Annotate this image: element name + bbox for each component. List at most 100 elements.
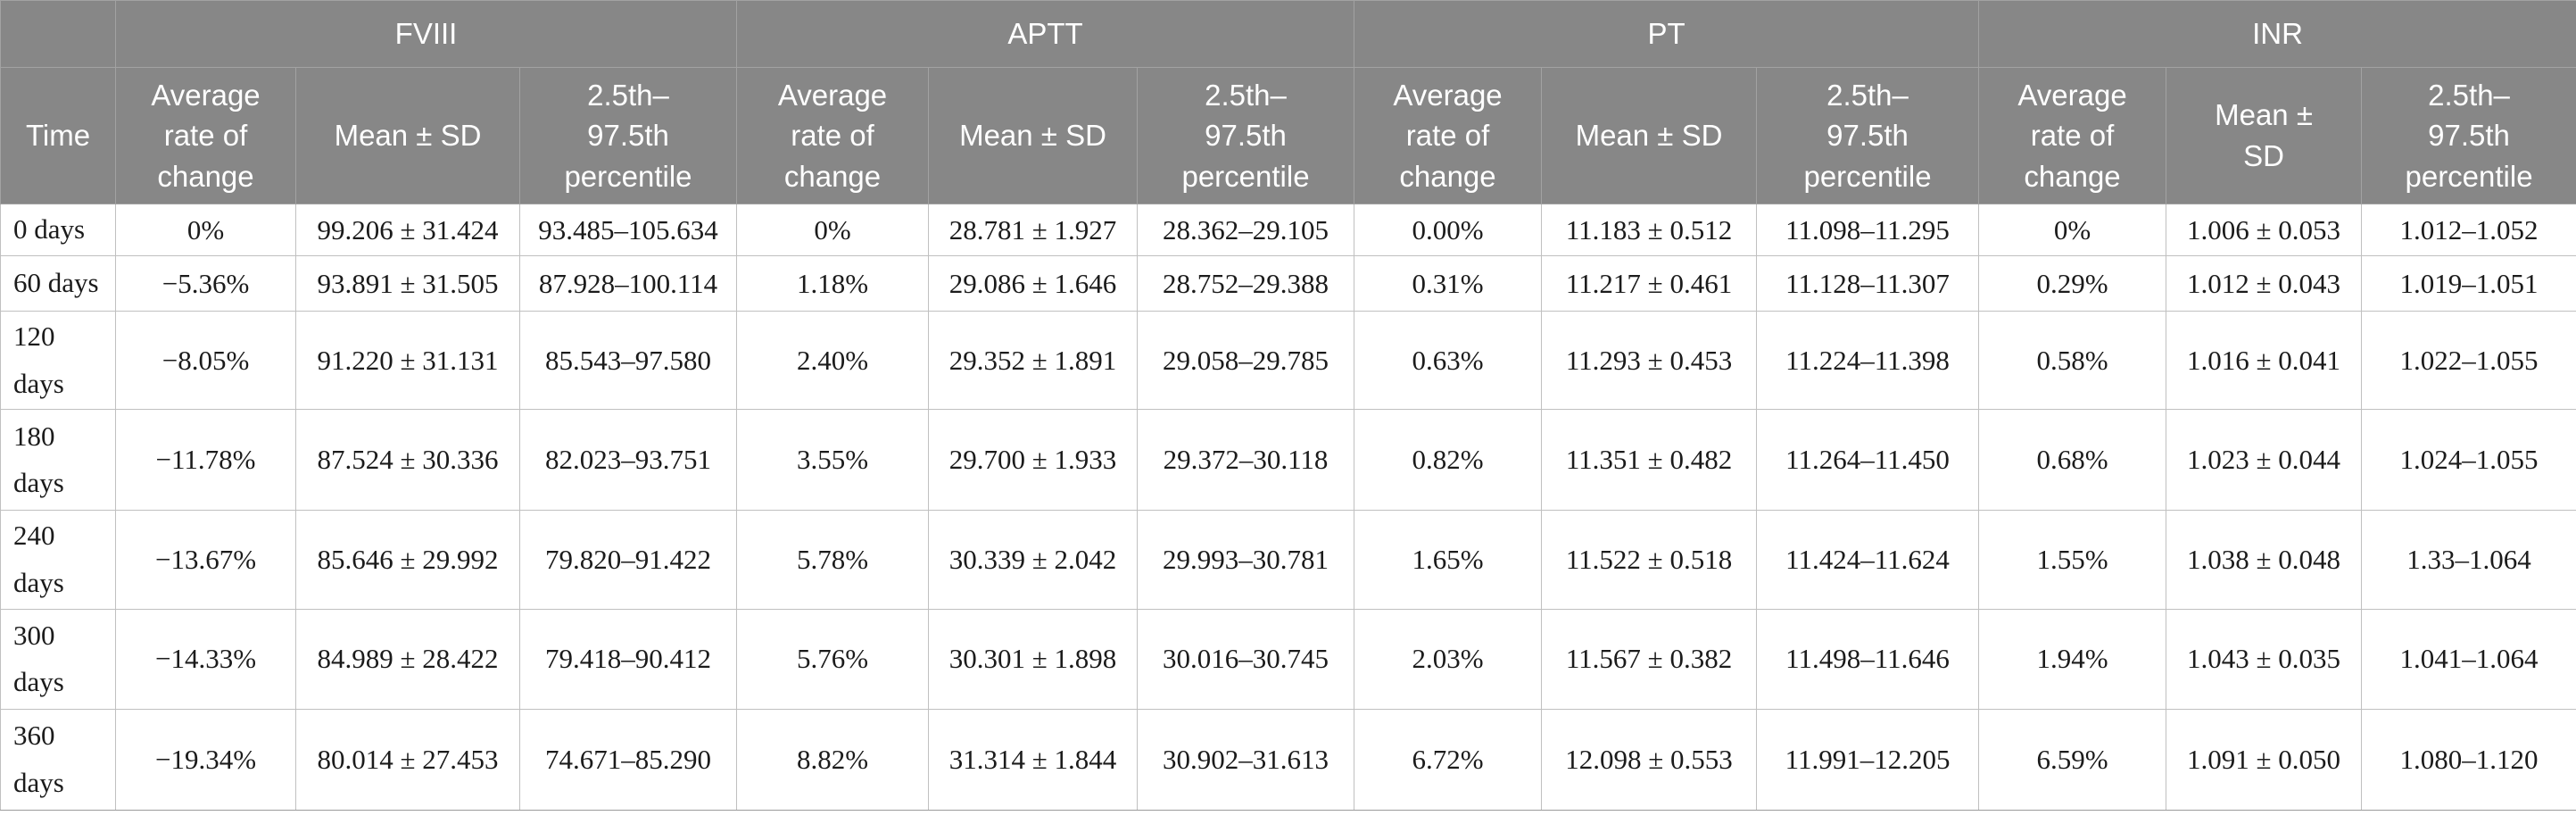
group-header-fviii: FVIII [114,0,738,68]
inr-avg-cell: 6.59% [1978,708,2167,811]
inr-avg-cell: 0% [1978,204,2167,256]
aptt-mean-cell: 29.086 ± 1.646 [928,255,1139,312]
time-cell: 0 days [0,204,116,256]
aptt-avg-cell: 2.40% [736,310,930,411]
pt-pct-cell: 11.098–11.295 [1756,204,1980,256]
inr-mean-cell: 1.038 ± 0.048 [2166,510,2363,610]
pt-avg-cell: 0.82% [1354,409,1543,512]
inr-avg-cell: 0.58% [1978,310,2167,411]
aptt-mean-cell: 30.339 ± 2.042 [928,510,1139,610]
group-header-aptt: APTT [736,0,1355,68]
fviii-avg-cell: −11.78% [115,409,296,512]
time-cell: 300 days [0,608,116,710]
pt-mean-cell: 11.522 ± 0.518 [1541,510,1758,610]
col-header-inr-pct: 2.5th– 97.5th percentile [2361,67,2576,204]
table-row: 60 days −5.36% 93.891 ± 31.505 87.928–10… [0,255,2576,312]
inr-pct-cell: 1.080–1.120 [2361,708,2576,811]
fviii-pct-cell: 82.023–93.751 [518,409,738,512]
inr-mean-cell: 1.043 ± 0.035 [2166,608,2363,710]
fviii-pct-cell: 93.485–105.634 [518,204,738,256]
table-row: 180 days −11.78% 87.524 ± 30.336 82.023–… [0,409,2576,512]
aptt-avg-cell: 3.55% [736,409,930,512]
inr-mean-cell: 1.023 ± 0.044 [2166,409,2363,512]
fviii-pct-cell: 79.418–90.412 [518,608,738,710]
time-cell: 60 days [0,255,116,312]
time-cell: 180 days [0,409,116,512]
group-header-inr: INR [1978,0,2576,68]
time-cell: 240 days [0,510,116,610]
aptt-avg-cell: 8.82% [736,708,930,811]
table-row: 240 days −13.67% 85.646 ± 29.992 79.820–… [0,510,2576,610]
aptt-mean-cell: 31.314 ± 1.844 [928,708,1139,811]
col-header-pt-avg: Average rate of change [1354,67,1543,204]
pt-pct-cell: 11.264–11.450 [1756,409,1980,512]
fviii-avg-cell: 0% [115,204,296,256]
time-cell: 360 days [0,708,116,811]
inr-avg-cell: 1.55% [1978,510,2167,610]
fviii-pct-cell: 79.820–91.422 [518,510,738,610]
fviii-avg-cell: −5.36% [115,255,296,312]
fviii-mean-cell: 85.646 ± 29.992 [295,510,520,610]
fviii-avg-cell: −19.34% [115,708,296,811]
col-header-time: Time [0,67,116,204]
pt-mean-cell: 11.567 ± 0.382 [1541,608,1758,710]
inr-pct-cell: 1.041–1.064 [2361,608,2576,710]
aptt-pct-cell: 29.058–29.785 [1137,310,1355,411]
fviii-mean-cell: 99.206 ± 31.424 [295,204,520,256]
pt-pct-cell: 11.424–11.624 [1756,510,1980,610]
pt-pct-cell: 11.224–11.398 [1756,310,1980,411]
pt-mean-cell: 12.098 ± 0.553 [1541,708,1758,811]
inr-pct-cell: 1.33–1.064 [2361,510,2576,610]
fviii-pct-cell: 74.671–85.290 [518,708,738,811]
col-header-fviii-pct: 2.5th– 97.5th percentile [518,67,738,204]
inr-avg-cell: 0.68% [1978,409,2167,512]
fviii-mean-cell: 84.989 ± 28.422 [295,608,520,710]
pt-avg-cell: 2.03% [1354,608,1543,710]
group-header-row: FVIII APTT PT INR [0,0,2576,68]
time-cell: 120 days [0,310,116,411]
fviii-mean-cell: 91.220 ± 31.131 [295,310,520,411]
empty-corner-cell [0,0,116,68]
aptt-mean-cell: 30.301 ± 1.898 [928,608,1139,710]
col-header-inr-mean: Mean ± SD [2166,67,2363,204]
aptt-mean-cell: 29.352 ± 1.891 [928,310,1139,411]
aptt-avg-cell: 5.76% [736,608,930,710]
inr-pct-cell: 1.022–1.055 [2361,310,2576,411]
fviii-pct-cell: 85.543–97.580 [518,310,738,411]
pt-pct-cell: 11.498–11.646 [1756,608,1980,710]
aptt-mean-cell: 29.700 ± 1.933 [928,409,1139,512]
aptt-avg-cell: 1.18% [736,255,930,312]
fviii-avg-cell: −13.67% [115,510,296,610]
aptt-avg-cell: 5.78% [736,510,930,610]
col-header-aptt-pct: 2.5th– 97.5th percentile [1137,67,1355,204]
fviii-pct-cell: 87.928–100.114 [518,255,738,312]
col-header-aptt-mean: Mean ± SD [928,67,1139,204]
inr-pct-cell: 1.024–1.055 [2361,409,2576,512]
aptt-pct-cell: 30.902–31.613 [1137,708,1355,811]
pt-avg-cell: 0.31% [1354,255,1543,312]
inr-mean-cell: 1.006 ± 0.053 [2166,204,2363,256]
aptt-mean-cell: 28.781 ± 1.927 [928,204,1139,256]
pt-avg-cell: 6.72% [1354,708,1543,811]
pt-avg-cell: 1.65% [1354,510,1543,610]
fviii-avg-cell: −8.05% [115,310,296,411]
col-header-fviii-avg: Average rate of change [115,67,296,204]
aptt-pct-cell: 29.372–30.118 [1137,409,1355,512]
col-header-aptt-avg: Average rate of change [736,67,930,204]
pt-mean-cell: 11.183 ± 0.512 [1541,204,1758,256]
table-row: 0 days 0% 99.206 ± 31.424 93.485–105.634… [0,204,2576,256]
inr-mean-cell: 1.091 ± 0.050 [2166,708,2363,811]
pt-avg-cell: 0.00% [1354,204,1543,256]
inr-avg-cell: 1.94% [1978,608,2167,710]
aptt-pct-cell: 30.016–30.745 [1137,608,1355,710]
inr-mean-cell: 1.016 ± 0.041 [2166,310,2363,411]
aptt-pct-cell: 28.362–29.105 [1137,204,1355,256]
col-header-pt-mean: Mean ± SD [1541,67,1758,204]
col-header-pt-pct: 2.5th– 97.5th percentile [1756,67,1980,204]
col-header-inr-avg: Average rate of change [1978,67,2167,204]
aptt-pct-cell: 29.993–30.781 [1137,510,1355,610]
pt-mean-cell: 11.351 ± 0.482 [1541,409,1758,512]
inr-mean-cell: 1.012 ± 0.043 [2166,255,2363,312]
pt-mean-cell: 11.217 ± 0.461 [1541,255,1758,312]
